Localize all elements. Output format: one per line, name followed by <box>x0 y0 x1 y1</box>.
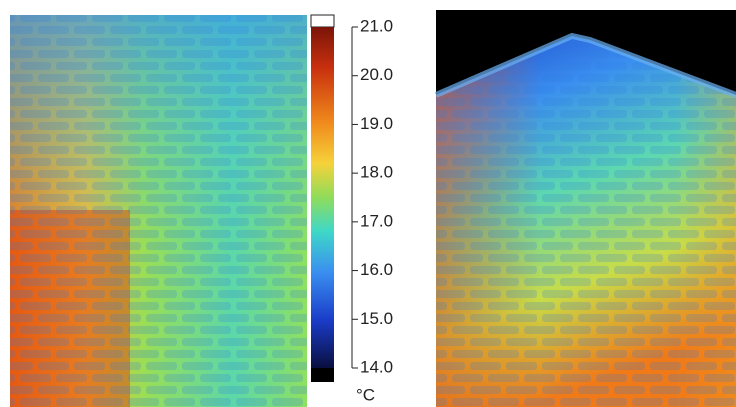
right-thermal-image <box>434 10 736 407</box>
tick-label: 17.0 <box>360 211 393 230</box>
tick-label: 14.0 <box>360 357 393 376</box>
tick-label: 21.0 <box>360 16 393 35</box>
colorbar <box>310 14 335 382</box>
tick-label: 18.0 <box>360 163 393 182</box>
tick-label: 19.0 <box>360 114 393 133</box>
colorbar-ticks: 21.0 20.0 19.0 18.0 17.0 16.0 15.0 14.0 <box>351 16 393 376</box>
tick-label: 20.0 <box>360 65 393 84</box>
tick-label: 15.0 <box>360 309 393 328</box>
unit-label: °C <box>356 385 375 404</box>
tick-label: 16.0 <box>360 260 393 279</box>
left-thermal-image <box>10 15 307 407</box>
